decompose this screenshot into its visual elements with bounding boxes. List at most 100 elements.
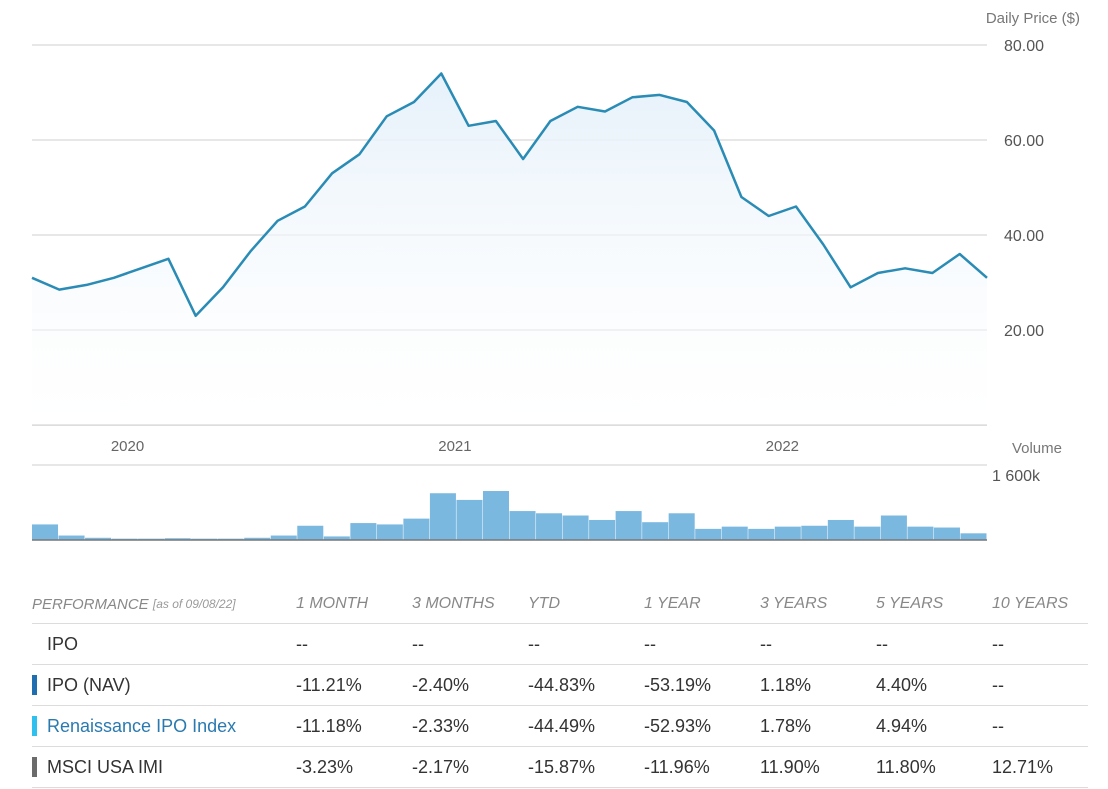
col-header-1-month: 1 MONTH: [296, 595, 368, 612]
volume-bar: [801, 525, 828, 540]
performance-header-row: PERFORMANCE [as of 09/08/22] 1 MONTH 3 M…: [32, 585, 1088, 624]
volume-bar: [164, 538, 191, 540]
renaissance-index-link[interactable]: Renaissance IPO Index: [47, 715, 237, 736]
volume-bar: [297, 525, 324, 540]
performance-table: PERFORMANCE [as of 09/08/22] 1 MONTH 3 M…: [32, 585, 1088, 788]
value-ytd: -15.87%: [528, 756, 596, 777]
volume-tick-label: 1 600k: [992, 468, 1041, 485]
x-tick-label: 2020: [111, 438, 144, 455]
volume-bar: [960, 533, 987, 540]
col-header-1-year: 1 YEAR: [644, 595, 701, 612]
x-tick-label: 2021: [438, 438, 471, 455]
volume-bar: [85, 537, 112, 540]
volume-bar: [933, 527, 960, 540]
volume-bar: [509, 511, 536, 540]
row-label: IPO (NAV): [47, 674, 131, 695]
row-name-cell: Renaissance IPO Index: [32, 716, 296, 737]
volume-bar: [854, 526, 881, 540]
y-tick-label: 20.00: [1004, 323, 1044, 340]
table-row-msci-usa-imi: MSCI USA IMI -3.23% -2.17% -15.87% -11.9…: [32, 747, 1088, 788]
series-swatch-icon: [32, 757, 37, 777]
value-3-years: 11.90%: [760, 756, 820, 777]
value-1-month: -11.21%: [296, 674, 362, 695]
table-row-renaissance-ipo-index: Renaissance IPO Index -11.18% -2.33% -44…: [32, 706, 1088, 747]
volume-bar: [350, 523, 377, 540]
value-3-years: 1.18%: [760, 674, 812, 695]
row-label: IPO: [47, 633, 79, 654]
value-3-months: -2.17%: [412, 756, 470, 777]
row-name-cell: IPO (NAV): [32, 675, 296, 696]
value-10-years: 12.71%: [992, 756, 1054, 777]
col-header-3-years: 3 YEARS: [760, 595, 828, 612]
volume-bar: [615, 511, 642, 540]
value-1-year: -53.19%: [644, 674, 712, 695]
value-1-month: -11.18%: [296, 715, 362, 736]
col-header-ytd: YTD: [528, 595, 560, 612]
price-volume-chart: Daily Price ($) 20.00 40.00 60.00 80.00 2020 2…: [31, 10, 1080, 541]
volume-bar: [536, 513, 563, 540]
performance-header-label: PERFORMANCE [as of 09/08/22]: [32, 596, 296, 613]
performance-title: PERFORMANCE: [32, 595, 149, 613]
y-tick-label: 40.00: [1004, 228, 1044, 245]
volume-bar: [323, 536, 350, 540]
x-tick-label: 2022: [766, 438, 799, 455]
as-of-date: [as of 09/08/22]: [152, 597, 236, 611]
volume-bar: [668, 513, 695, 540]
value-3-months: -2.40%: [412, 674, 470, 695]
volume-bar: [482, 491, 509, 540]
volume-bar: [376, 524, 403, 540]
price-axis-label: Daily Price ($): [986, 10, 1080, 27]
value-10-years: --: [992, 674, 1004, 695]
value-1-month: --: [296, 633, 308, 654]
col-header-3-months: 3 MONTHS: [412, 595, 495, 612]
value-5-years: 4.40%: [876, 674, 928, 695]
value-5-years: 4.94%: [876, 715, 928, 736]
value-3-years: 1.78%: [760, 715, 812, 736]
series-swatch-icon: [32, 675, 37, 695]
row-label: MSCI USA IMI: [47, 756, 164, 777]
table-row-ipo-nav: IPO (NAV) -11.21% -2.40% -44.83% -53.19%…: [32, 665, 1088, 706]
volume-bar: [456, 499, 483, 540]
value-3-months: -2.33%: [412, 715, 470, 736]
value-10-years: --: [992, 715, 1004, 736]
value-ytd: -44.83%: [528, 674, 596, 695]
col-header-5-years: 5 YEARS: [876, 595, 944, 612]
volume-bar: [721, 526, 748, 540]
value-ytd: --: [528, 633, 540, 654]
value-ytd: -44.49%: [528, 715, 596, 736]
series-swatch-icon: [32, 716, 37, 736]
volume-bar: [244, 537, 271, 540]
price-chart-area: Daily Price ($) 20.00 40.00 60.00 80.00 2020 2…: [31, 10, 1080, 541]
value-1-month: -3.23%: [296, 756, 354, 777]
row-name-cell: IPO: [32, 634, 296, 655]
volume-bar: [907, 526, 934, 540]
volume-bar: [695, 528, 722, 540]
col-header-10-years: 10 YEARS: [992, 595, 1069, 612]
price-area: [32, 73, 987, 425]
value-1-year: --: [644, 633, 656, 654]
value-10-years: --: [992, 633, 1004, 654]
value-5-years: --: [876, 633, 888, 654]
table-row-ipo: IPO -- -- -- -- -- -- --: [32, 624, 1088, 665]
volume-bar: [270, 535, 297, 540]
y-tick-label: 60.00: [1004, 133, 1044, 150]
value-1-year: -11.96%: [644, 756, 710, 777]
volume-bar: [429, 493, 456, 540]
volume-bar: [774, 526, 801, 540]
volume-bar: [32, 524, 59, 540]
volume-bar: [880, 515, 907, 540]
volume-axis-label: Volume: [1012, 440, 1062, 457]
value-3-months: --: [412, 633, 424, 654]
volume-bar: [58, 535, 85, 540]
price-line: [31, 72, 988, 318]
value-3-years: --: [760, 633, 772, 654]
value-1-year: -52.93%: [644, 715, 712, 736]
volume-bar: [642, 522, 669, 540]
value-5-years: 11.80%: [876, 756, 936, 777]
volume-bar: [403, 518, 430, 540]
volume-bar: [827, 519, 854, 540]
y-tick-label: 80.00: [1004, 38, 1044, 55]
volume-bar: [748, 528, 775, 540]
row-name-cell: MSCI USA IMI: [32, 757, 296, 778]
volume-bar: [562, 515, 589, 540]
